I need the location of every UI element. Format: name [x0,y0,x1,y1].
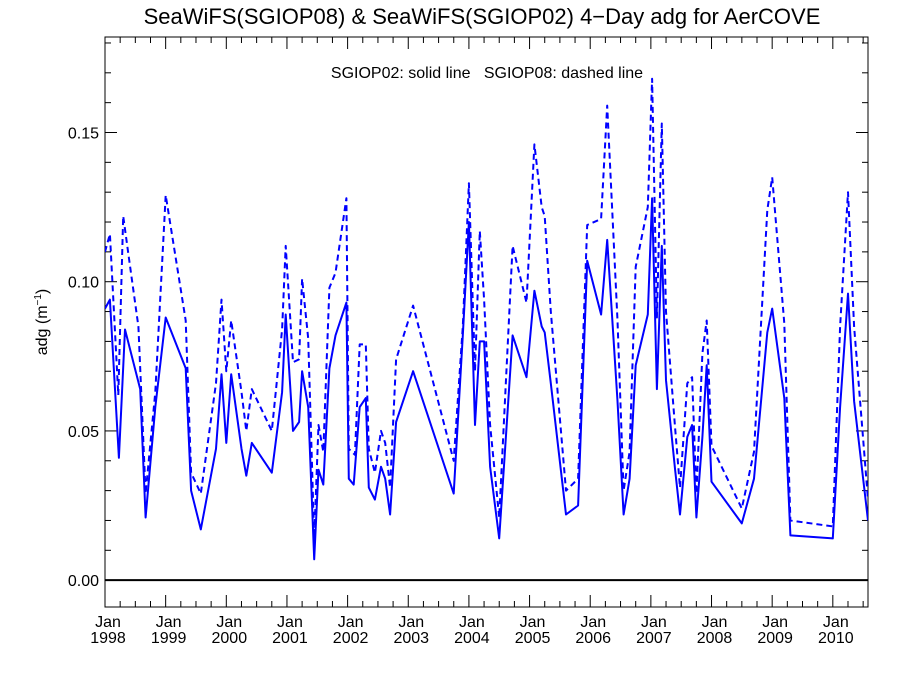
y-tick-label: 0.00 [68,573,99,590]
x-tick-label-year: 2004 [454,630,490,647]
plot-frame [104,36,869,608]
x-tick-label-year: 2007 [636,630,672,647]
legend-text: SGIOP02: solid line SGIOP08: dashed line [331,65,643,82]
plot-area: 0.000.050.100.15Jan1998Jan1999Jan2000Jan… [68,36,869,647]
x-tick-label-month: Jan [762,614,788,631]
x-tick-label-month: Jan [95,614,121,631]
y-axis-label-main: adg (m [34,305,51,355]
x-tick-label-year: 2006 [575,630,611,647]
y-tick-label: 0.05 [68,424,99,441]
x-tick-label-month: Jan [156,614,182,631]
x-tick-label-month: Jan [459,614,485,631]
x-tick-label-month: Jan [338,614,364,631]
y-tick-label: 0.10 [68,275,99,292]
x-tick-label-month: Jan [398,614,424,631]
x-tick-label-month: Jan [216,614,242,631]
y-axis-label: adg (m−1) [33,289,51,356]
chart-title: SeaWiFS(SGIOP08) & SeaWiFS(SGIOP02) 4−Da… [144,4,821,29]
y-axis-label-close: ) [34,289,51,294]
x-tick-label-month: Jan [520,614,546,631]
series-line-sgiop08 [105,77,868,540]
x-tick-label-year: 2000 [212,630,248,647]
x-tick-label-year: 2010 [818,630,854,647]
x-tick-label-year: 2001 [272,630,308,647]
series-line-sgiop02 [105,197,868,561]
x-tick-label-month: Jan [580,614,606,631]
x-tick-label-year: 2005 [515,630,551,647]
x-tick-label-month: Jan [702,614,728,631]
x-tick-label-month: Jan [641,614,667,631]
x-tick-label-year: 2003 [393,630,429,647]
x-tick-label-year: 2009 [757,630,793,647]
x-tick-label-year: 1998 [90,630,126,647]
y-tick-label: 0.15 [68,125,99,142]
x-tick-label-month: Jan [277,614,303,631]
x-tick-label-year: 2002 [333,630,369,647]
x-tick-label-year: 2008 [697,630,733,647]
y-axis-label-superscript: −1 [33,294,44,306]
x-tick-label-month: Jan [823,614,849,631]
x-tick-label-year: 1999 [151,630,187,647]
